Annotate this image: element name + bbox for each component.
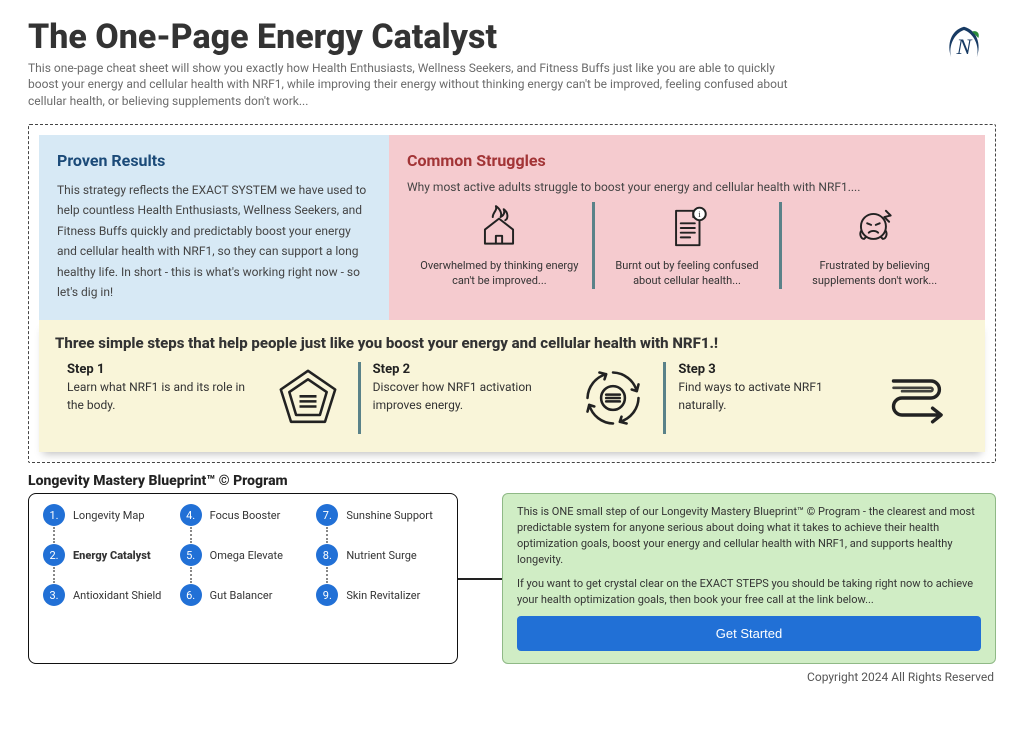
frustrated-person-icon bbox=[794, 202, 955, 254]
document-info-icon: i bbox=[607, 202, 768, 254]
cta-panel: This is ONE small step of our Longevity … bbox=[502, 493, 996, 664]
proven-body: This strategy reflects the EXACT SYSTEM … bbox=[57, 180, 371, 302]
step-item: Step 2 Discover how NRF1 activation impr… bbox=[358, 362, 664, 434]
program-number: 6. bbox=[180, 584, 202, 606]
program-item: 3. Antioxidant Shield bbox=[43, 584, 170, 606]
program-number: 4. bbox=[180, 504, 202, 526]
program-number: 5. bbox=[180, 544, 202, 566]
struggle-item: i Burnt out by feeling confused about ce… bbox=[592, 202, 780, 289]
program-item: 4. Focus Booster bbox=[180, 504, 307, 526]
program-item: 2. Energy Catalyst bbox=[43, 544, 170, 566]
steps-panel: Three simple steps that help people just… bbox=[39, 320, 985, 452]
program-number: 2. bbox=[43, 544, 65, 566]
program-number: 7. bbox=[316, 504, 338, 526]
struggles-intro: Why most active adults struggle to boost… bbox=[407, 180, 967, 194]
svg-text:N: N bbox=[956, 34, 973, 59]
steps-heading: Three simple steps that help people just… bbox=[55, 334, 969, 352]
step-label: Step 2 bbox=[373, 362, 568, 377]
program-number: 1. bbox=[43, 504, 65, 526]
step-label: Step 3 bbox=[678, 362, 873, 377]
cta-text-1: This is ONE small step of our Longevity … bbox=[517, 504, 981, 568]
proven-results-panel: Proven Results This strategy reflects th… bbox=[39, 135, 389, 320]
page-title: The One-Page Energy Catalyst bbox=[28, 20, 808, 56]
main-dashed-container: Proven Results This strategy reflects th… bbox=[28, 124, 996, 463]
program-label: Sunshine Support bbox=[346, 509, 433, 522]
program-label: Energy Catalyst bbox=[73, 549, 151, 562]
step-body: Find ways to activate NRF1 naturally. bbox=[678, 379, 873, 414]
program-item: 5. Omega Elevate bbox=[180, 544, 307, 566]
program-item: 7. Sunshine Support bbox=[316, 504, 443, 526]
struggle-text: Frustrated by believing supplements don'… bbox=[794, 258, 955, 289]
program-title: Longevity Mastery Blueprint™ © Program bbox=[28, 473, 996, 489]
program-label: Longevity Map bbox=[73, 509, 145, 522]
step-label: Step 1 bbox=[67, 362, 262, 377]
program-number: 3. bbox=[43, 584, 65, 606]
connector-line bbox=[458, 493, 502, 664]
struggle-item: Overwhelmed by thinking energy can't be … bbox=[407, 202, 592, 289]
brand-logo: N bbox=[938, 20, 990, 72]
footer-copyright: Copyright 2024 All Rights Reserved bbox=[28, 670, 996, 684]
program-label: Gut Balancer bbox=[210, 589, 273, 602]
path-arrow-icon bbox=[883, 362, 955, 434]
program-label: Antioxidant Shield bbox=[73, 589, 161, 602]
struggles-title: Common Struggles bbox=[407, 151, 967, 170]
step-body: Learn what NRF1 is and its role in the b… bbox=[67, 379, 262, 414]
cycle-arrows-icon bbox=[577, 362, 649, 434]
struggle-text: Overwhelmed by thinking energy can't be … bbox=[419, 258, 580, 289]
program-label: Omega Elevate bbox=[210, 549, 283, 562]
get-started-button[interactable]: Get Started bbox=[517, 616, 981, 651]
program-label: Nutrient Surge bbox=[346, 549, 416, 562]
struggle-text: Burnt out by feeling confused about cell… bbox=[607, 258, 768, 289]
step-body: Discover how NRF1 activation improves en… bbox=[373, 379, 568, 414]
program-item: 1. Longevity Map bbox=[43, 504, 170, 526]
proven-title: Proven Results bbox=[57, 151, 371, 170]
program-number: 8. bbox=[316, 544, 338, 566]
fire-house-icon bbox=[419, 202, 580, 254]
program-label: Focus Booster bbox=[210, 509, 281, 522]
program-label: Skin Revitalizer bbox=[346, 589, 420, 602]
struggle-item: Frustrated by believing supplements don'… bbox=[779, 202, 967, 289]
program-item: 6. Gut Balancer bbox=[180, 584, 307, 606]
program-list-box: 1. Longevity Map 4. Focus Booster 7. Sun… bbox=[28, 493, 458, 664]
intro-text: This one-page cheat sheet will show you … bbox=[28, 60, 808, 110]
cta-text-2: If you want to get crystal clear on the … bbox=[517, 576, 981, 608]
pentagon-doc-icon bbox=[272, 362, 344, 434]
struggles-panel: Common Struggles Why most active adults … bbox=[389, 135, 985, 320]
program-item: 8. Nutrient Surge bbox=[316, 544, 443, 566]
program-item: 9. Skin Revitalizer bbox=[316, 584, 443, 606]
program-number: 9. bbox=[316, 584, 338, 606]
step-item: Step 1 Learn what NRF1 is and its role i… bbox=[55, 362, 358, 434]
step-item: Step 3 Find ways to activate NRF1 natura… bbox=[663, 362, 969, 434]
